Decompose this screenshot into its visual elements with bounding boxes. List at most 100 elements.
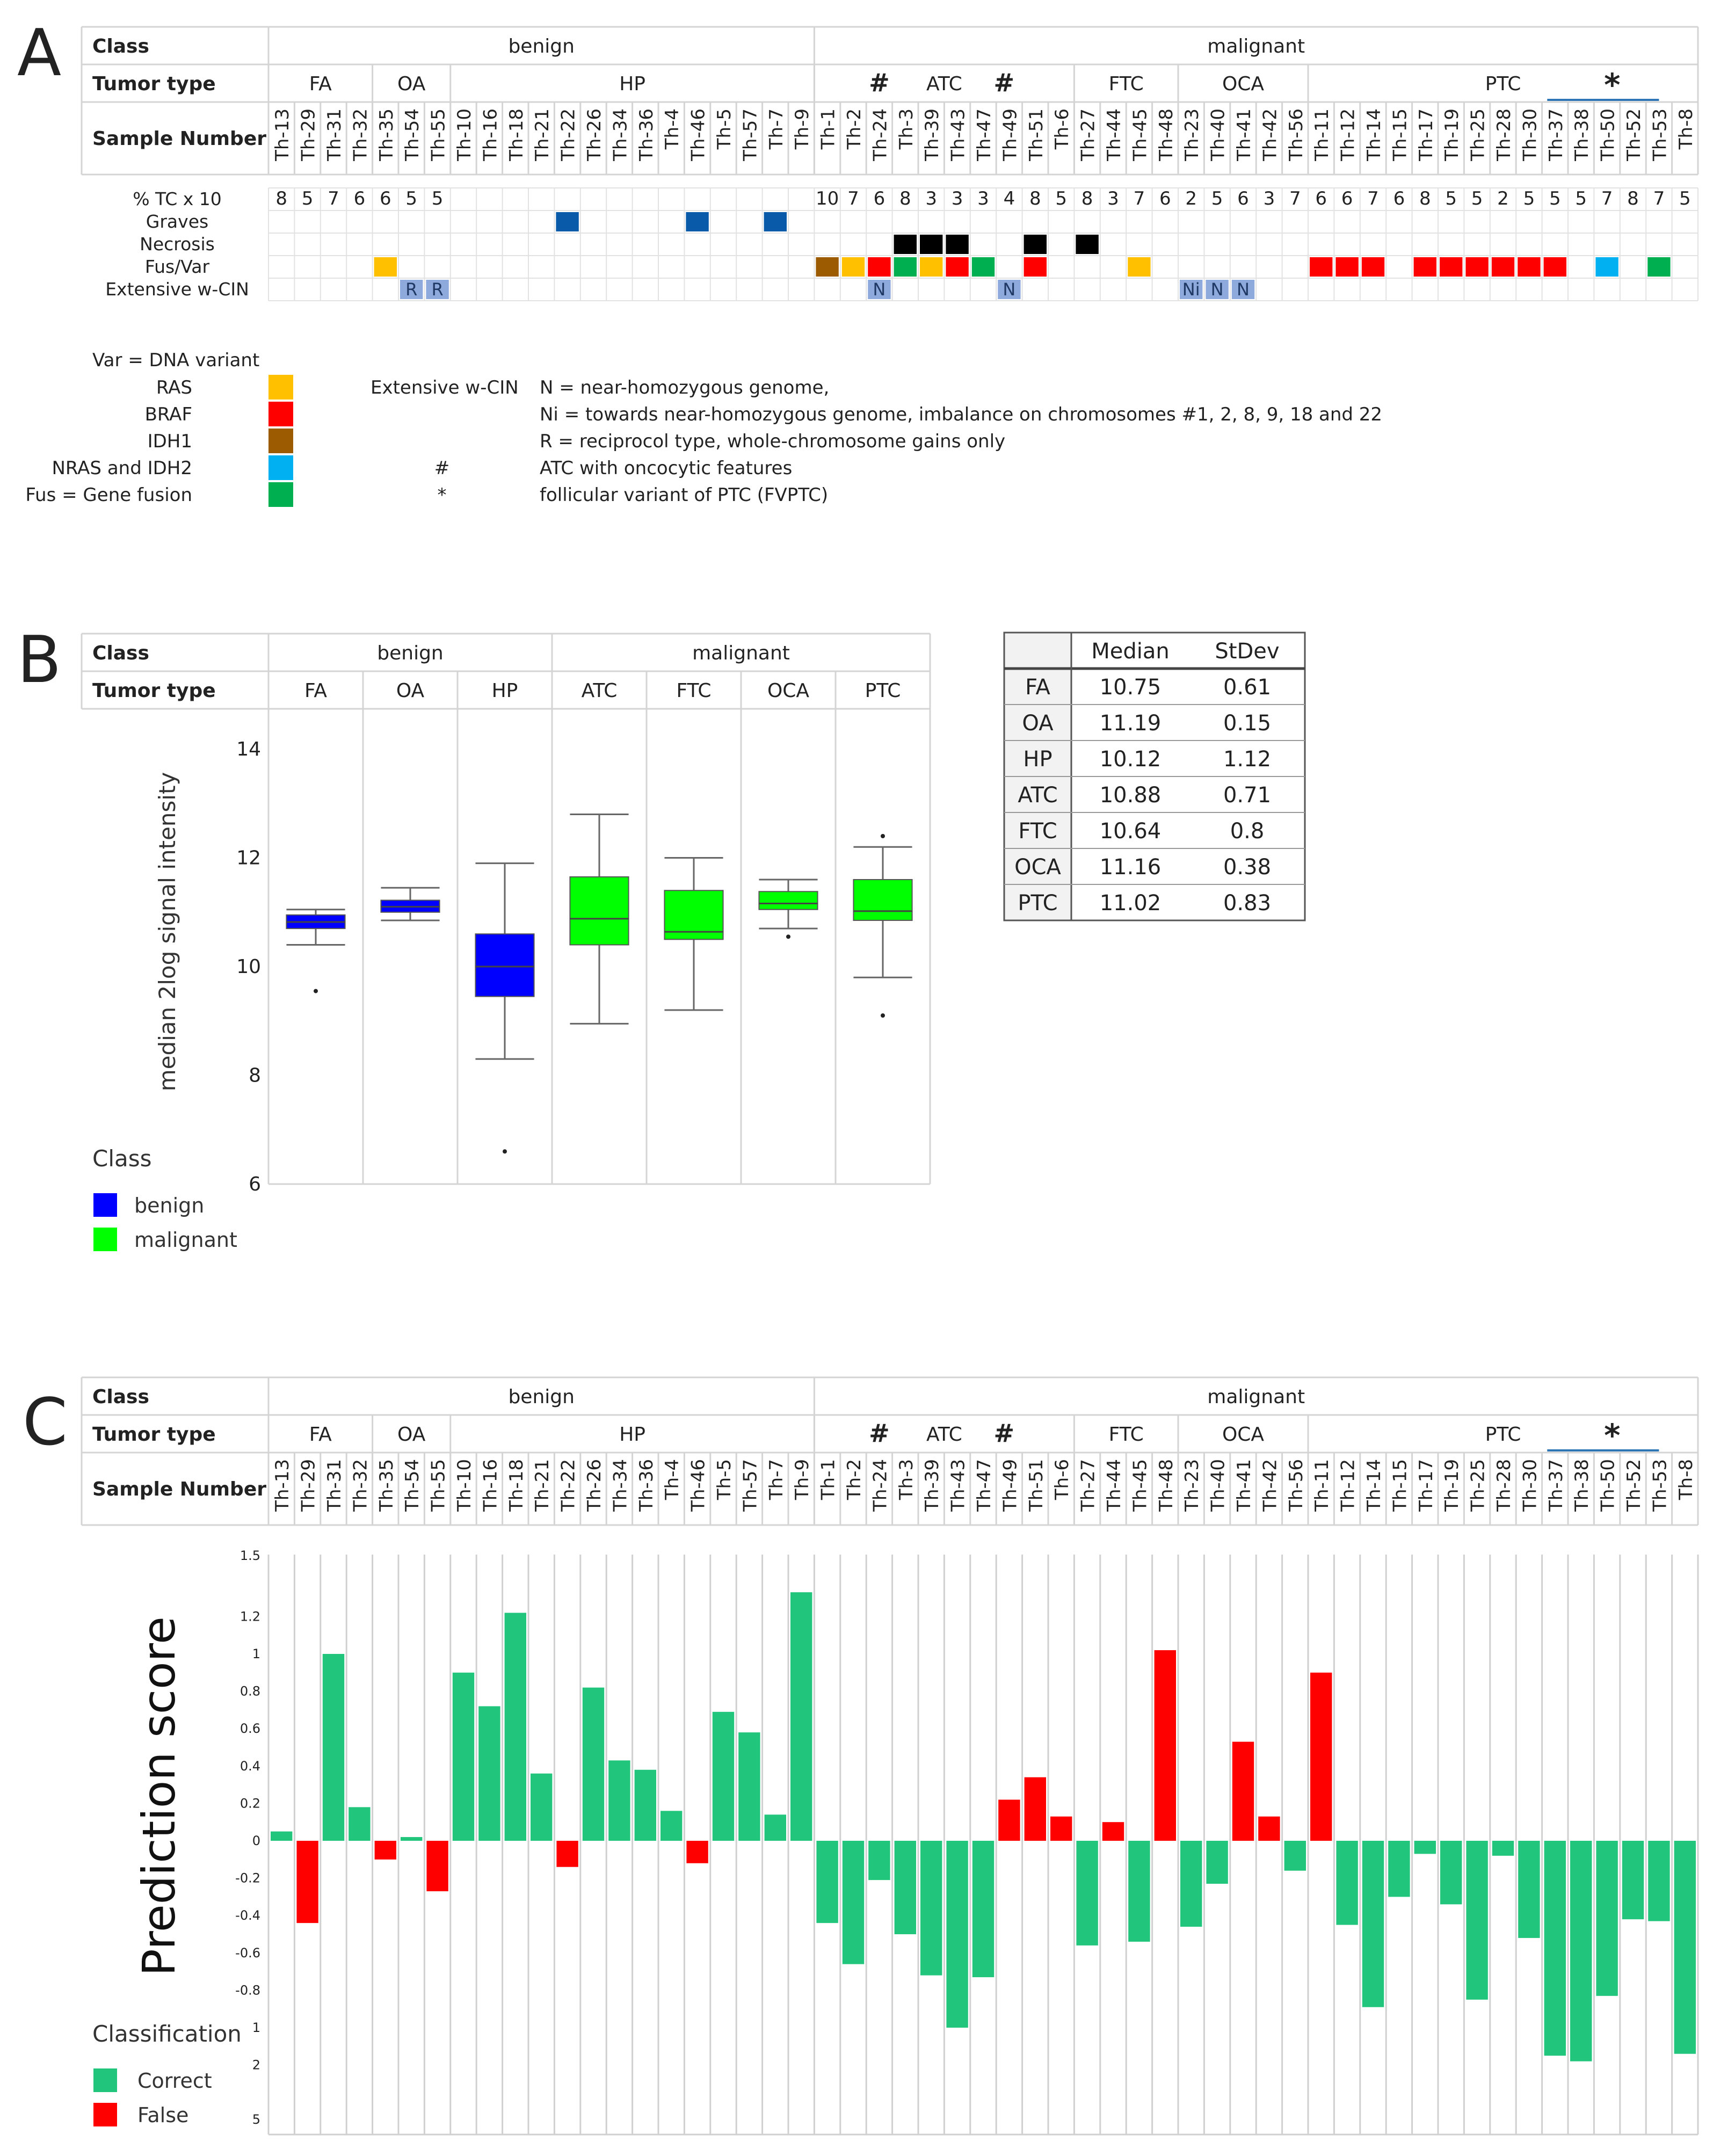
y-tick-label: 6 (249, 1173, 261, 1195)
y-tick-label: 0.8 (240, 1684, 260, 1699)
sample-label: Th-14 (1363, 1459, 1385, 1512)
tumor-type-oca: OCA (1222, 1424, 1264, 1446)
tumor-type-hp: HP (619, 73, 645, 95)
tc-value: 8 (1419, 188, 1431, 209)
sample-label: Th-42 (1259, 108, 1281, 162)
sample-label: Th-56 (1286, 1459, 1307, 1512)
table-stdev-value: 0.8 (1230, 819, 1265, 844)
sample-label: Th-27 (1078, 1459, 1099, 1512)
fusvar-cell (1543, 257, 1566, 277)
bar-correct (608, 1760, 630, 1841)
tumor-type-oca: OCA (1222, 73, 1264, 95)
wcin-code: N (873, 279, 885, 300)
sample-label: Th-30 (1519, 1459, 1541, 1512)
sample-label: Th-37 (1545, 1459, 1567, 1512)
row-label: Graves (146, 211, 208, 232)
sample-label: Th-44 (1104, 108, 1125, 162)
bar-correct (1206, 1841, 1228, 1884)
graves-cell (556, 212, 579, 231)
legend-swatch (268, 402, 293, 426)
tc-value: 5 (1575, 188, 1587, 209)
sample-label: Th-34 (609, 108, 631, 162)
wcin-code: N (1237, 279, 1250, 300)
legend-title: Class (92, 1145, 152, 1172)
bar-correct (634, 1769, 656, 1841)
table-row-label: ATC (1018, 783, 1057, 808)
sample-label: Th-26 (584, 1459, 605, 1512)
necrosis-cell (894, 235, 917, 254)
sample-label: Th-49 (999, 1459, 1021, 1512)
y-tick-label: -0.2 (235, 1871, 260, 1886)
box-oca (758, 891, 818, 910)
tc-value: 8 (1627, 188, 1639, 209)
table-median-value: 10.88 (1100, 783, 1162, 808)
sample-label: Th-36 (636, 1459, 657, 1512)
tc-value: 8 (1081, 188, 1093, 209)
class-benign: benign (508, 35, 575, 57)
y-tick-label: 0.2 (240, 1796, 260, 1811)
fusvar-cell (841, 257, 865, 277)
sample-label: Th-36 (636, 108, 657, 162)
table-median-value: 11.19 (1100, 711, 1162, 736)
sample-label: Th-32 (350, 108, 371, 162)
sample-label: Th-47 (974, 1459, 995, 1512)
bar-correct (582, 1687, 605, 1841)
fusvar-cell (1518, 257, 1541, 277)
tumor-type-oa: OA (397, 73, 426, 95)
sample-label: Th-48 (1156, 108, 1177, 162)
y-tick-label: 1.5 (240, 1548, 260, 1563)
bar-false (1102, 1822, 1124, 1841)
tc-value: 5 (1471, 188, 1483, 209)
bar-correct (349, 1807, 371, 1841)
outlier-point (881, 834, 885, 838)
bar-correct (1518, 1841, 1540, 1938)
sample-label: Th-22 (558, 108, 579, 162)
sample-label: Th-1 (818, 1459, 839, 1500)
sample-label: Th-4 (662, 1459, 683, 1500)
legend-label: False (137, 2103, 188, 2127)
sample-label: Th-54 (402, 1459, 423, 1512)
y-tick-label: 10 (236, 956, 261, 978)
bar-correct (1674, 1841, 1696, 2054)
y-tick-label: 2 (252, 2058, 260, 2073)
table-row-label: HP (1023, 747, 1052, 772)
sample-label: Th-4 (662, 108, 683, 150)
bar-correct (1466, 1841, 1488, 2000)
bar-correct (1544, 1841, 1566, 2056)
sample-label: Th-28 (1493, 1459, 1515, 1512)
bar-correct (1284, 1841, 1306, 1871)
bar-correct (322, 1654, 345, 1841)
fusvar-cell (1128, 257, 1151, 277)
table-stdev-value: 0.71 (1223, 783, 1271, 808)
sample-label: Th-27 (1078, 108, 1099, 162)
y-tick-label: -0.6 (235, 1946, 260, 1961)
outlier-point (314, 989, 318, 993)
tc-value: 7 (1134, 188, 1145, 209)
class-label: Class (92, 1386, 149, 1408)
tc-value: 5 (302, 188, 314, 209)
sample-label: Th-29 (298, 1459, 320, 1512)
panel-label-b: B (17, 623, 61, 698)
bar-false (374, 1841, 396, 1860)
bar-correct (1388, 1841, 1410, 1897)
tc-value: 4 (1004, 188, 1015, 209)
legend-label: RAS (156, 377, 192, 398)
sample-label: Th-55 (428, 108, 449, 162)
sample-label: Th-5 (714, 1459, 735, 1500)
bar-correct (1180, 1841, 1202, 1927)
sample-label: Th-54 (402, 108, 423, 162)
table-header-median: Median (1091, 639, 1170, 664)
sample-label: Th-12 (1338, 108, 1359, 162)
fusvar-cell (1595, 257, 1618, 277)
table-median-value: 11.02 (1100, 891, 1162, 916)
fusvar-cell (1361, 257, 1385, 277)
sample-label: Th-25 (1468, 1459, 1489, 1512)
y-tick-label: 1 (252, 2020, 260, 2035)
sample-label: Th-35 (376, 1459, 397, 1512)
bar-correct (1414, 1841, 1436, 1854)
y-tick-label: 14 (236, 738, 261, 760)
y-tick-label: 0.4 (240, 1759, 260, 1774)
legend-hash: # (434, 458, 450, 479)
bar-correct (504, 1613, 526, 1841)
